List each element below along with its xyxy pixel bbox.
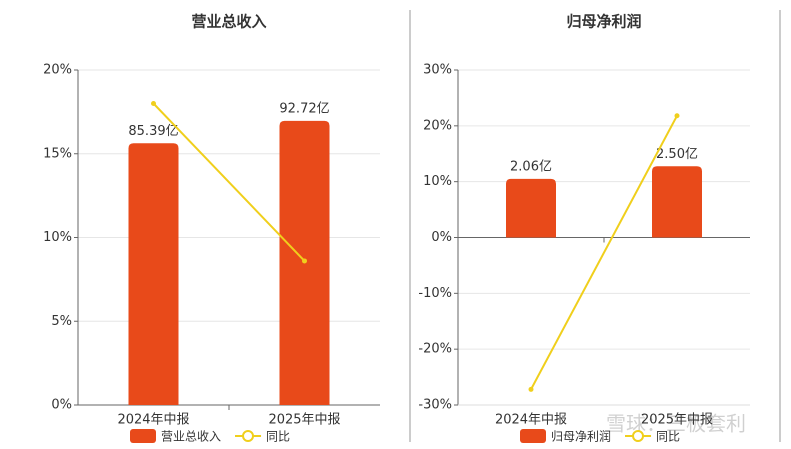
x-tick-label: 2024年中报: [495, 413, 567, 428]
y-tick-label: 0%: [51, 398, 72, 413]
legend-swatch: [242, 430, 255, 442]
x-tick-label: 2025年中报: [641, 413, 713, 428]
value-label: 92.72亿: [279, 101, 329, 116]
line: [530, 115, 678, 390]
y-tick-label: 10%: [423, 174, 452, 189]
chart-title: 营业总收入: [191, 13, 266, 31]
y-tick-label: 5%: [51, 314, 72, 329]
y-tick-label: 10%: [43, 230, 72, 245]
y-tick-label: 20%: [423, 118, 452, 133]
value-label: 2.50亿: [656, 147, 698, 162]
y-tick-label: -10%: [418, 286, 452, 301]
y-tick-label: 15%: [43, 146, 72, 161]
line-point: [302, 258, 307, 264]
x-tick-label: 2024年中报: [117, 413, 189, 428]
y-tick-label: 20%: [43, 63, 72, 78]
line-point: [528, 386, 534, 392]
value-label: 2.06亿: [510, 159, 552, 174]
x-tick-label: 2025年中报: [268, 413, 340, 428]
y-tick-label: -20%: [418, 342, 452, 357]
legend-swatch: [520, 429, 546, 443]
legend-label: 归母净利润: [551, 430, 611, 444]
line: [152, 102, 306, 262]
legend-label: 营业总收入: [161, 430, 221, 444]
y-tick-label: 0%: [431, 230, 452, 245]
bar: [128, 143, 179, 405]
line-point: [151, 101, 156, 106]
line-point: [674, 113, 680, 119]
legend-swatch: [130, 429, 156, 443]
y-tick-label: -30%: [418, 398, 452, 413]
watermark: 雪球：三板套利: [606, 412, 746, 436]
legend-swatch: [632, 430, 645, 442]
legend-label: 同比: [656, 430, 680, 444]
bar: [506, 178, 556, 238]
y-tick-label: 30%: [423, 63, 452, 78]
legend-label: 同比: [266, 430, 290, 444]
chart-title: 归母净利润: [566, 13, 641, 31]
bar: [652, 166, 702, 238]
value-label: 85.39亿: [128, 124, 178, 139]
